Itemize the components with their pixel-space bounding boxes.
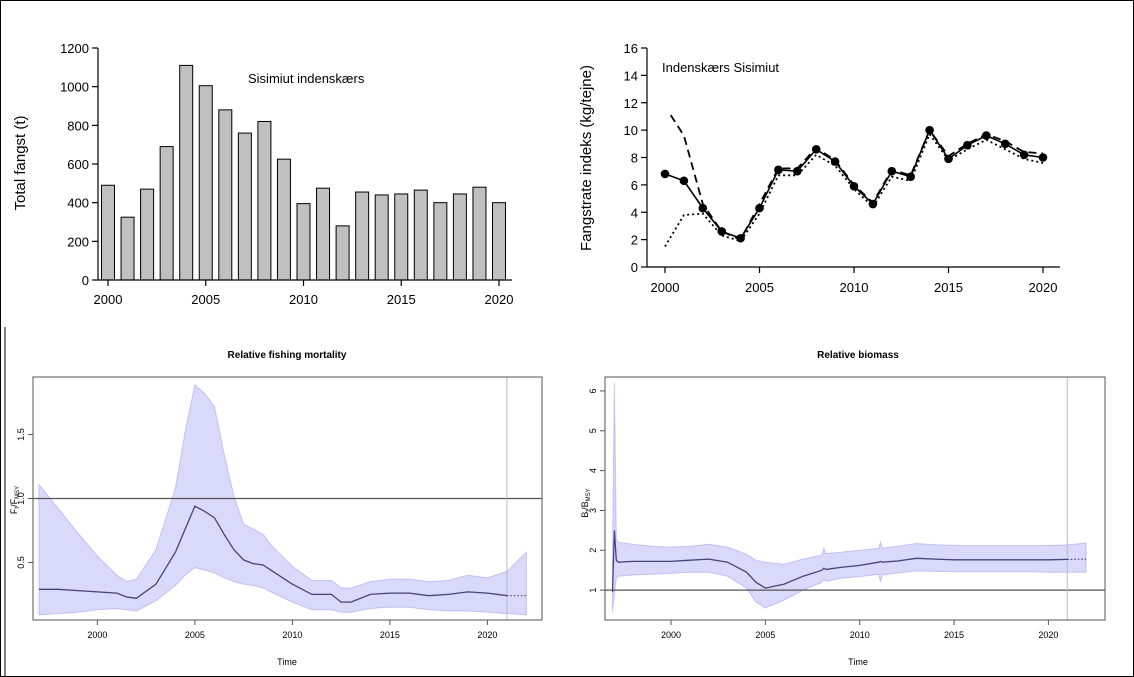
relF-x-tick-label: 2015: [380, 630, 400, 640]
catch-y-label: Total fangst (t): [12, 115, 29, 210]
relF-y-tick-label: 1.0: [16, 492, 26, 505]
cpue-y-label: Fangstrate indeks (kg/tejne): [578, 65, 595, 251]
relF-x-label: Time: [277, 657, 297, 667]
relF-y-label: Ft/FMSY: [9, 486, 21, 514]
catch-x-tick-label: 2000: [94, 292, 123, 307]
cpue-y-tick-label: 8: [631, 151, 638, 166]
cpue-point-2019: [1019, 150, 1029, 160]
catch-bar-2017: [433, 202, 448, 281]
relB-y-tick-label: 6: [588, 388, 598, 393]
cpue-y-tick-label: 16: [624, 41, 638, 56]
catch-y-tick-label: 0: [82, 273, 89, 288]
cpue-point-2000: [660, 169, 670, 179]
catch-y-tick-label: 1200: [60, 41, 89, 56]
relB-x-tick-label: 2005: [755, 630, 775, 640]
cpue-point-2001: [679, 176, 689, 186]
catch-bar-2018: [452, 193, 467, 281]
catch-bar-2014: [374, 194, 389, 281]
cpue-point-2007: [793, 166, 802, 176]
catch-bar-2011: [316, 187, 331, 281]
catch-bar-2016: [413, 189, 428, 281]
relB-x-label: Time: [848, 657, 868, 667]
relB-y-tick-label: 2: [588, 548, 598, 553]
catch-bar-2007: [237, 132, 252, 281]
catch-y-tick-label: 1000: [60, 80, 89, 95]
relB-y-tick-label: 5: [588, 428, 598, 433]
relB-y-tick-label: 4: [588, 468, 598, 473]
catch-bar-2012: [335, 225, 350, 281]
relF-estimate-line: [38, 505, 507, 603]
cpue-y-tick-label: 6: [631, 178, 638, 193]
cpue-y-tick-label: 14: [624, 68, 638, 83]
catch-bar-2015: [394, 193, 409, 281]
catch-bar-2009: [276, 158, 291, 281]
cpue-x-tick-label: 2015: [934, 280, 963, 295]
catch-y-tick-label: 200: [67, 234, 89, 249]
relative-fishing-mortality-chart: Relative fishing mortality Time Ft/FMSY …: [9, 350, 543, 667]
cpue-y-tick-label: 12: [624, 96, 638, 111]
catch-x-tick-label: 2010: [289, 292, 318, 307]
relF-x-tick-label: 2020: [477, 630, 497, 640]
cpue-y-tick-label: 0: [631, 260, 638, 275]
cpue-x-tick-label: 2020: [1029, 280, 1058, 295]
catch-x-tick-label: 2005: [191, 292, 220, 307]
cpue-series-dashed: [669, 114, 1044, 241]
cpue-line-chart: Indenskærs Sisimiut Fangstrate indeks (k…: [578, 41, 1060, 295]
catch-bar-2020: [492, 202, 506, 281]
cpue-point-2010: [849, 181, 859, 191]
relF-x-tick-label: 2010: [282, 630, 302, 640]
relB-y-tick-label: 1: [588, 588, 598, 593]
cpue-x-tick-label: 2005: [745, 280, 774, 295]
catch-x-tick-label: 2015: [387, 292, 416, 307]
cpue-y-tick-label: 4: [631, 205, 638, 220]
catch-bar-2002: [140, 188, 155, 281]
cpue-point-2020: [1038, 153, 1048, 162]
catch-bar-2010: [296, 203, 311, 281]
relB-x-tick-label: 2000: [661, 630, 681, 640]
catch-bar-2005: [198, 85, 213, 281]
relB-y-label: Bt/BMSY: [580, 488, 592, 517]
catch-annotation: Sisimiut indenskærs: [248, 71, 365, 86]
cpue-point-2017: [982, 131, 991, 140]
relB-x-tick-label: 2020: [1038, 630, 1058, 640]
relB-x-tick-label: 2010: [850, 630, 870, 640]
relative-biomass-chart: Relative biomass Time Bt/BMSY 1 2 3 4 5 6 2000…: [580, 350, 1106, 667]
cpue-point-2008: [811, 144, 821, 154]
relB-estimate-line: [611, 530, 1068, 593]
relF-y-tick-label: 1.5: [16, 428, 26, 441]
relF-confidence-band: [38, 383, 527, 616]
relB-plot-frame: [604, 376, 1106, 621]
catch-bar-2003: [159, 146, 174, 281]
catch-bar-chart: Sisimiut indenskærs Total fangst (t) 0 20…: [12, 41, 513, 307]
relF-y-tick-label: 0.5: [16, 556, 26, 569]
catch-y-tick-label: 800: [67, 118, 89, 133]
catch-bar-2006: [218, 109, 233, 281]
relB-title: Relative biomass: [817, 350, 899, 361]
catch-bar-2019: [472, 186, 487, 281]
cpue-series-dotted: [664, 132, 1044, 247]
catch-x-tick-label: 2020: [485, 292, 514, 307]
cpue-y-tick-label: 10: [624, 123, 638, 138]
relB-x-tick-label: 2015: [944, 630, 964, 640]
relF-title: Relative fishing mortality: [228, 350, 347, 361]
cpue-x-tick-label: 2000: [651, 280, 680, 295]
catch-y-tick-label: 600: [67, 157, 89, 172]
catch-bar-2001: [120, 216, 135, 281]
catch-bar-2000: [101, 184, 115, 281]
catch-bar-2013: [355, 191, 370, 281]
cpue-annotation: Indenskærs Sisimiut: [662, 60, 779, 75]
catch-bar-2008: [257, 120, 272, 281]
relF-x-tick-label: 2005: [185, 630, 205, 640]
cpue-y-tick-label: 2: [631, 233, 638, 248]
cpue-x-tick-label: 2010: [840, 280, 869, 295]
relF-x-tick-label: 2000: [87, 630, 107, 640]
relB-confidence-band: [612, 382, 1087, 613]
catch-y-tick-label: 400: [67, 196, 89, 211]
relB-y-tick-label: 3: [588, 508, 598, 513]
catch-bar-2004: [179, 64, 194, 281]
